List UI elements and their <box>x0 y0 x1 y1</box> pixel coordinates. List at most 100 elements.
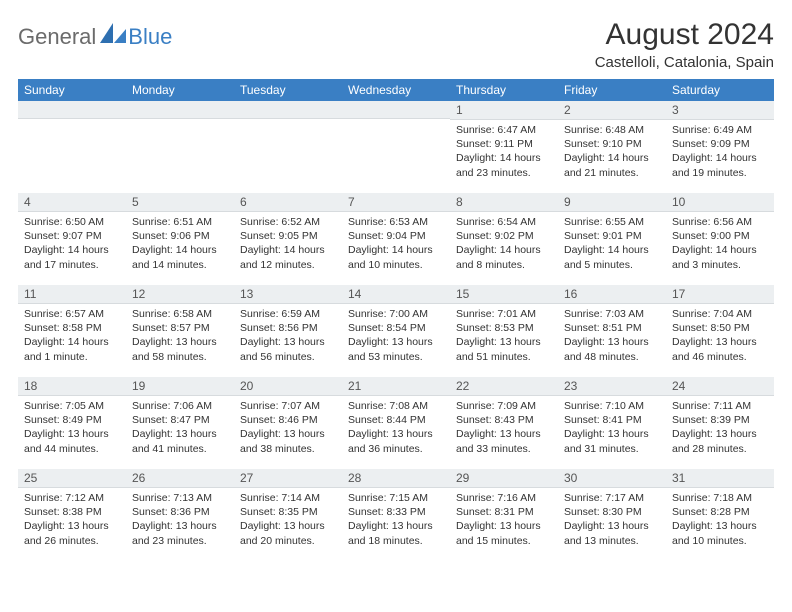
calendar-cell: 28Sunrise: 7:15 AMSunset: 8:33 PMDayligh… <box>342 469 450 561</box>
daylight-text: Daylight: 14 hours and 12 minutes. <box>240 243 336 271</box>
logo-sail-icon <box>100 23 126 43</box>
sunrise-text: Sunrise: 6:53 AM <box>348 215 444 229</box>
sunset-text: Sunset: 8:39 PM <box>672 413 768 427</box>
daylight-text: Daylight: 14 hours and 10 minutes. <box>348 243 444 271</box>
sunrise-text: Sunrise: 6:50 AM <box>24 215 120 229</box>
daylight-text: Daylight: 14 hours and 23 minutes. <box>456 151 552 179</box>
sunset-text: Sunset: 9:05 PM <box>240 229 336 243</box>
sunset-text: Sunset: 9:07 PM <box>24 229 120 243</box>
sunset-text: Sunset: 8:54 PM <box>348 321 444 335</box>
daylight-text: Daylight: 13 hours and 18 minutes. <box>348 519 444 547</box>
daylight-text: Daylight: 14 hours and 1 minute. <box>24 335 120 363</box>
day-content: Sunrise: 6:55 AMSunset: 9:01 PMDaylight:… <box>558 212 666 274</box>
day-number: 3 <box>666 101 774 120</box>
day-number: 1 <box>450 101 558 120</box>
sunset-text: Sunset: 8:57 PM <box>132 321 228 335</box>
day-number: 30 <box>558 469 666 488</box>
day-content: Sunrise: 7:09 AMSunset: 8:43 PMDaylight:… <box>450 396 558 458</box>
calendar-head: SundayMondayTuesdayWednesdayThursdayFrid… <box>18 79 774 101</box>
day-number: 21 <box>342 377 450 396</box>
day-content: Sunrise: 7:00 AMSunset: 8:54 PMDaylight:… <box>342 304 450 366</box>
day-content: Sunrise: 7:08 AMSunset: 8:44 PMDaylight:… <box>342 396 450 458</box>
daylight-text: Daylight: 13 hours and 23 minutes. <box>132 519 228 547</box>
calendar-cell: 7Sunrise: 6:53 AMSunset: 9:04 PMDaylight… <box>342 193 450 285</box>
day-number: 22 <box>450 377 558 396</box>
sunrise-text: Sunrise: 7:08 AM <box>348 399 444 413</box>
day-number: 19 <box>126 377 234 396</box>
calendar-cell: 31Sunrise: 7:18 AMSunset: 8:28 PMDayligh… <box>666 469 774 561</box>
day-content: Sunrise: 7:15 AMSunset: 8:33 PMDaylight:… <box>342 488 450 550</box>
sunrise-text: Sunrise: 6:57 AM <box>24 307 120 321</box>
day-number: 31 <box>666 469 774 488</box>
sunset-text: Sunset: 8:36 PM <box>132 505 228 519</box>
calendar-cell <box>18 101 126 193</box>
day-number: 17 <box>666 285 774 304</box>
sunrise-text: Sunrise: 7:18 AM <box>672 491 768 505</box>
weekday-header: Saturday <box>666 79 774 101</box>
day-number: 20 <box>234 377 342 396</box>
calendar-cell <box>234 101 342 193</box>
sunrise-text: Sunrise: 7:15 AM <box>348 491 444 505</box>
sunrise-text: Sunrise: 7:14 AM <box>240 491 336 505</box>
day-content: Sunrise: 7:04 AMSunset: 8:50 PMDaylight:… <box>666 304 774 366</box>
weekday-header: Monday <box>126 79 234 101</box>
day-content: Sunrise: 6:53 AMSunset: 9:04 PMDaylight:… <box>342 212 450 274</box>
calendar-cell: 29Sunrise: 7:16 AMSunset: 8:31 PMDayligh… <box>450 469 558 561</box>
calendar-cell: 1Sunrise: 6:47 AMSunset: 9:11 PMDaylight… <box>450 101 558 193</box>
empty-day-bar <box>18 101 126 119</box>
day-content: Sunrise: 6:58 AMSunset: 8:57 PMDaylight:… <box>126 304 234 366</box>
calendar-cell <box>126 101 234 193</box>
day-content: Sunrise: 7:10 AMSunset: 8:41 PMDaylight:… <box>558 396 666 458</box>
empty-day-bar <box>126 101 234 119</box>
sunrise-text: Sunrise: 7:05 AM <box>24 399 120 413</box>
daylight-text: Daylight: 13 hours and 53 minutes. <box>348 335 444 363</box>
calendar-cell: 11Sunrise: 6:57 AMSunset: 8:58 PMDayligh… <box>18 285 126 377</box>
calendar-cell: 13Sunrise: 6:59 AMSunset: 8:56 PMDayligh… <box>234 285 342 377</box>
day-number: 5 <box>126 193 234 212</box>
sunset-text: Sunset: 8:35 PM <box>240 505 336 519</box>
day-content: Sunrise: 7:01 AMSunset: 8:53 PMDaylight:… <box>450 304 558 366</box>
day-number: 10 <box>666 193 774 212</box>
sunset-text: Sunset: 8:47 PM <box>132 413 228 427</box>
daylight-text: Daylight: 14 hours and 17 minutes. <box>24 243 120 271</box>
sunrise-text: Sunrise: 6:52 AM <box>240 215 336 229</box>
calendar-week: 11Sunrise: 6:57 AMSunset: 8:58 PMDayligh… <box>18 285 774 377</box>
calendar-cell: 18Sunrise: 7:05 AMSunset: 8:49 PMDayligh… <box>18 377 126 469</box>
daylight-text: Daylight: 13 hours and 51 minutes. <box>456 335 552 363</box>
day-number: 9 <box>558 193 666 212</box>
daylight-text: Daylight: 13 hours and 44 minutes. <box>24 427 120 455</box>
sunrise-text: Sunrise: 6:58 AM <box>132 307 228 321</box>
sunset-text: Sunset: 8:58 PM <box>24 321 120 335</box>
daylight-text: Daylight: 14 hours and 19 minutes. <box>672 151 768 179</box>
weekday-header: Thursday <box>450 79 558 101</box>
day-content: Sunrise: 6:57 AMSunset: 8:58 PMDaylight:… <box>18 304 126 366</box>
calendar-cell: 15Sunrise: 7:01 AMSunset: 8:53 PMDayligh… <box>450 285 558 377</box>
weekday-header: Wednesday <box>342 79 450 101</box>
day-content: Sunrise: 6:47 AMSunset: 9:11 PMDaylight:… <box>450 120 558 182</box>
calendar-grid: SundayMondayTuesdayWednesdayThursdayFrid… <box>18 79 774 561</box>
day-number: 25 <box>18 469 126 488</box>
day-number: 29 <box>450 469 558 488</box>
day-content: Sunrise: 6:51 AMSunset: 9:06 PMDaylight:… <box>126 212 234 274</box>
sunrise-text: Sunrise: 7:03 AM <box>564 307 660 321</box>
sunrise-text: Sunrise: 7:10 AM <box>564 399 660 413</box>
calendar-cell: 16Sunrise: 7:03 AMSunset: 8:51 PMDayligh… <box>558 285 666 377</box>
daylight-text: Daylight: 13 hours and 13 minutes. <box>564 519 660 547</box>
sunrise-text: Sunrise: 7:00 AM <box>348 307 444 321</box>
logo: General Blue <box>18 18 172 50</box>
weekday-header: Friday <box>558 79 666 101</box>
page-subtitle: Castelloli, Catalonia, Spain <box>595 54 774 71</box>
sunset-text: Sunset: 9:10 PM <box>564 137 660 151</box>
day-number: 23 <box>558 377 666 396</box>
empty-day-bar <box>234 101 342 119</box>
day-content: Sunrise: 7:03 AMSunset: 8:51 PMDaylight:… <box>558 304 666 366</box>
daylight-text: Daylight: 13 hours and 33 minutes. <box>456 427 552 455</box>
logo-text-blue: Blue <box>128 24 172 50</box>
empty-day-bar <box>342 101 450 119</box>
sunset-text: Sunset: 9:00 PM <box>672 229 768 243</box>
daylight-text: Daylight: 13 hours and 56 minutes. <box>240 335 336 363</box>
calendar-cell: 19Sunrise: 7:06 AMSunset: 8:47 PMDayligh… <box>126 377 234 469</box>
day-content: Sunrise: 7:18 AMSunset: 8:28 PMDaylight:… <box>666 488 774 550</box>
daylight-text: Daylight: 14 hours and 21 minutes. <box>564 151 660 179</box>
day-content: Sunrise: 7:12 AMSunset: 8:38 PMDaylight:… <box>18 488 126 550</box>
